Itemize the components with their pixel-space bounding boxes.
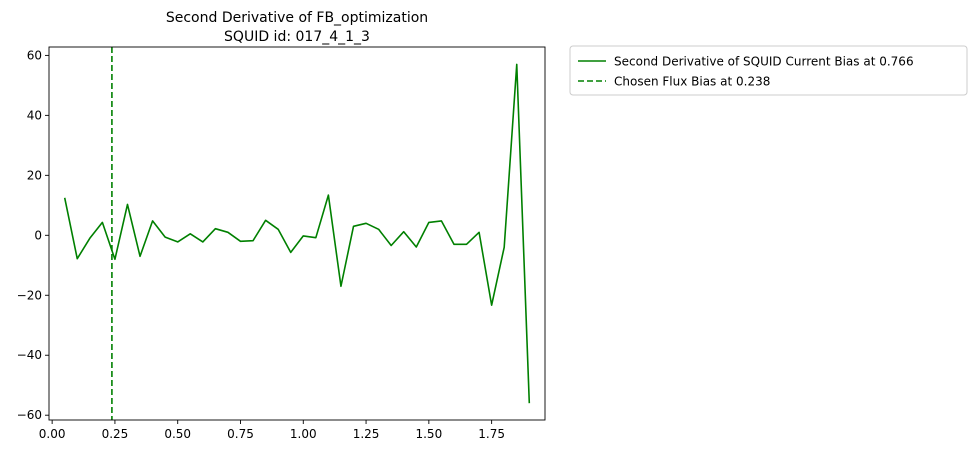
x-tick-label: 0.50 [164, 427, 191, 441]
series-line-current-bias [63, 63, 531, 404]
chart-title: Second Derivative of FB_optimization [166, 10, 428, 26]
chart-subtitle: SQUID id: 017_4_1_3 [224, 29, 370, 45]
y-tick-label: 60 [27, 48, 42, 62]
y-tick-label: −20 [17, 288, 42, 302]
axes: 0.00 0.25 0.50 0.75 1.00 1.25 1.50 1.75 60 40 20 0 −… [17, 48, 505, 441]
plot-area [63, 47, 531, 420]
x-tick-label: 1.50 [415, 427, 442, 441]
y-tick-label: −60 [17, 408, 42, 422]
legend-frame [569, 45, 968, 96]
x-tick-label: 0.75 [227, 427, 254, 441]
plot-frame [48, 46, 546, 421]
legend-label-flux-bias: Chosen Flux Bias at 0.238 [614, 75, 770, 89]
legend: Second Derivative of SQUID Current Bias … [569, 45, 968, 96]
x-tick-label: 0.00 [39, 427, 66, 441]
y-tick-label: −40 [17, 348, 42, 362]
x-tick-label: 1.75 [478, 427, 505, 441]
y-tick-label: 0 [34, 228, 42, 242]
legend-label-current-bias: Second Derivative of SQUID Current Bias … [614, 55, 914, 69]
x-tick-label: 1.00 [290, 427, 317, 441]
y-tick-label: 20 [27, 168, 42, 182]
y-tick-label: 40 [27, 108, 42, 122]
x-tick-label: 1.25 [353, 427, 380, 441]
x-tick-label: 0.25 [102, 427, 129, 441]
